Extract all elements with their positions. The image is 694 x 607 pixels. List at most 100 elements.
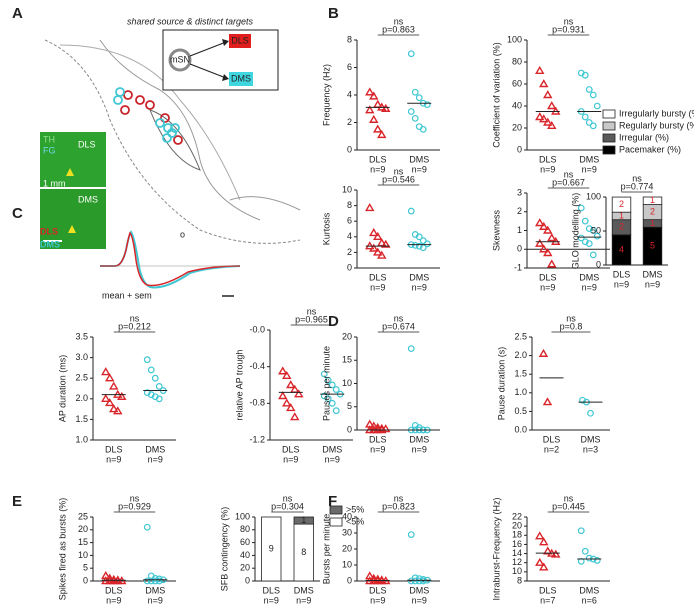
data-point: [415, 94, 423, 102]
x-tick-label: DMS: [643, 269, 663, 279]
x-tick-label: DMS: [409, 585, 429, 595]
data-point: [581, 113, 589, 121]
p-value: p=0.445: [552, 501, 585, 511]
data-point: [407, 531, 415, 538]
x-tick-label: DMS: [145, 444, 165, 454]
y-axis-label: Intraburst-Frequency (Hz): [491, 497, 501, 600]
y-tick-label: 10: [342, 378, 352, 388]
n-label: n=9: [412, 164, 427, 174]
y-tick-label: -1: [514, 262, 522, 272]
p-value: p=0.8: [560, 321, 583, 331]
x-tick-label: DLS: [369, 272, 387, 282]
data-point: [109, 404, 119, 413]
n-label: n=9: [412, 444, 427, 454]
y-tick-label: 40: [240, 550, 250, 560]
y-tick-label: 2.0: [514, 350, 527, 360]
data-point: [147, 366, 155, 374]
micrograph: [40, 189, 106, 249]
data-point: [365, 87, 375, 96]
count-label: 2: [619, 199, 624, 209]
data-point: [113, 406, 123, 415]
y-tick-label: 3.0: [75, 352, 88, 362]
p-value: p=0.929: [118, 501, 151, 511]
y-tick-label: 20: [342, 331, 352, 341]
data-point: [377, 238, 387, 247]
data-point: [535, 557, 545, 566]
legend-swatch: [602, 145, 616, 155]
y-axis-label: AP duration (ms): [57, 355, 67, 422]
x-tick-label: DLS: [262, 585, 280, 595]
n-label: n=9: [370, 164, 385, 174]
data-point: [155, 577, 163, 585]
n-label: n=9: [540, 282, 555, 292]
data-point: [411, 577, 419, 585]
data-point: [282, 370, 292, 380]
data-point: [589, 91, 597, 99]
n-label: n=9: [540, 164, 555, 174]
y-tick-label: 40: [512, 100, 522, 110]
label-sites: [113, 87, 183, 145]
data-point: [539, 221, 549, 230]
p-value: p=0.212: [118, 321, 151, 331]
data-point: [423, 240, 431, 248]
y-axis-label: Pauses per minute: [321, 346, 331, 421]
data-point: [538, 348, 549, 357]
y-tick-label: 60: [240, 537, 250, 547]
data-point: [407, 345, 415, 353]
significance: ns: [564, 493, 574, 503]
data-point: [535, 112, 545, 121]
y-tick-label: 40: [342, 511, 352, 521]
outline: [44, 39, 301, 244]
legend-label: Irregular (%): [619, 132, 669, 142]
data-point: [369, 421, 379, 430]
panel-label: F: [328, 493, 337, 510]
data-point: [369, 114, 379, 123]
data-point: [539, 562, 549, 571]
data-point: [324, 377, 332, 384]
y-tick-label: 10: [342, 559, 352, 569]
data-point: [155, 383, 163, 390]
outline: [229, 196, 301, 211]
y-axis-label: Coefficient of variation (%): [491, 42, 501, 147]
y-tick-label: 2.0: [75, 393, 88, 403]
inset-label: DMS: [78, 194, 98, 204]
data-point: [324, 395, 332, 403]
x-tick-label: DLS: [539, 585, 557, 595]
data-point: [407, 207, 415, 215]
y-tick-label: 8: [517, 575, 522, 585]
data-point: [411, 88, 419, 96]
data-point: [589, 227, 597, 234]
data-point: [415, 242, 423, 250]
y-tick-label: 2: [347, 247, 352, 257]
data-point: [411, 241, 419, 249]
target-label: DMS: [231, 73, 251, 83]
y-tick-label: 80: [240, 524, 250, 534]
inset-label: FG: [43, 145, 56, 155]
count-label: 4: [619, 244, 624, 254]
x-tick-label: DLS: [282, 444, 300, 454]
waveform-caption: mean + sem: [102, 290, 152, 300]
p-value: p=0.863: [382, 24, 415, 34]
y-tick-label: 10: [342, 184, 352, 194]
y-tick-label: 5: [83, 563, 88, 573]
y-tick-label: 0: [83, 575, 88, 585]
x-tick-label: DLS: [539, 154, 557, 164]
data-point: [535, 531, 545, 540]
y-tick-label: 22: [512, 511, 522, 521]
y-tick-label: 12: [512, 557, 522, 567]
data-point: [589, 251, 597, 259]
x-tick-label: DLS: [369, 585, 387, 595]
x-tick-label: DMS: [579, 272, 599, 282]
x-tick-label: DMS: [145, 585, 165, 595]
data-point: [585, 240, 593, 248]
data-point: [373, 574, 383, 583]
legend-swatch: [602, 109, 616, 119]
y-tick-label: 100: [235, 511, 250, 521]
y-axis-label: Bursts per minute: [321, 514, 331, 585]
y-axis-label: Kurtosis: [321, 212, 331, 245]
data-point: [105, 373, 115, 382]
y-tick-label: 10: [512, 566, 522, 576]
data-point: [587, 409, 594, 417]
waveform: [100, 231, 241, 287]
y-tick-label: 0: [347, 262, 352, 272]
